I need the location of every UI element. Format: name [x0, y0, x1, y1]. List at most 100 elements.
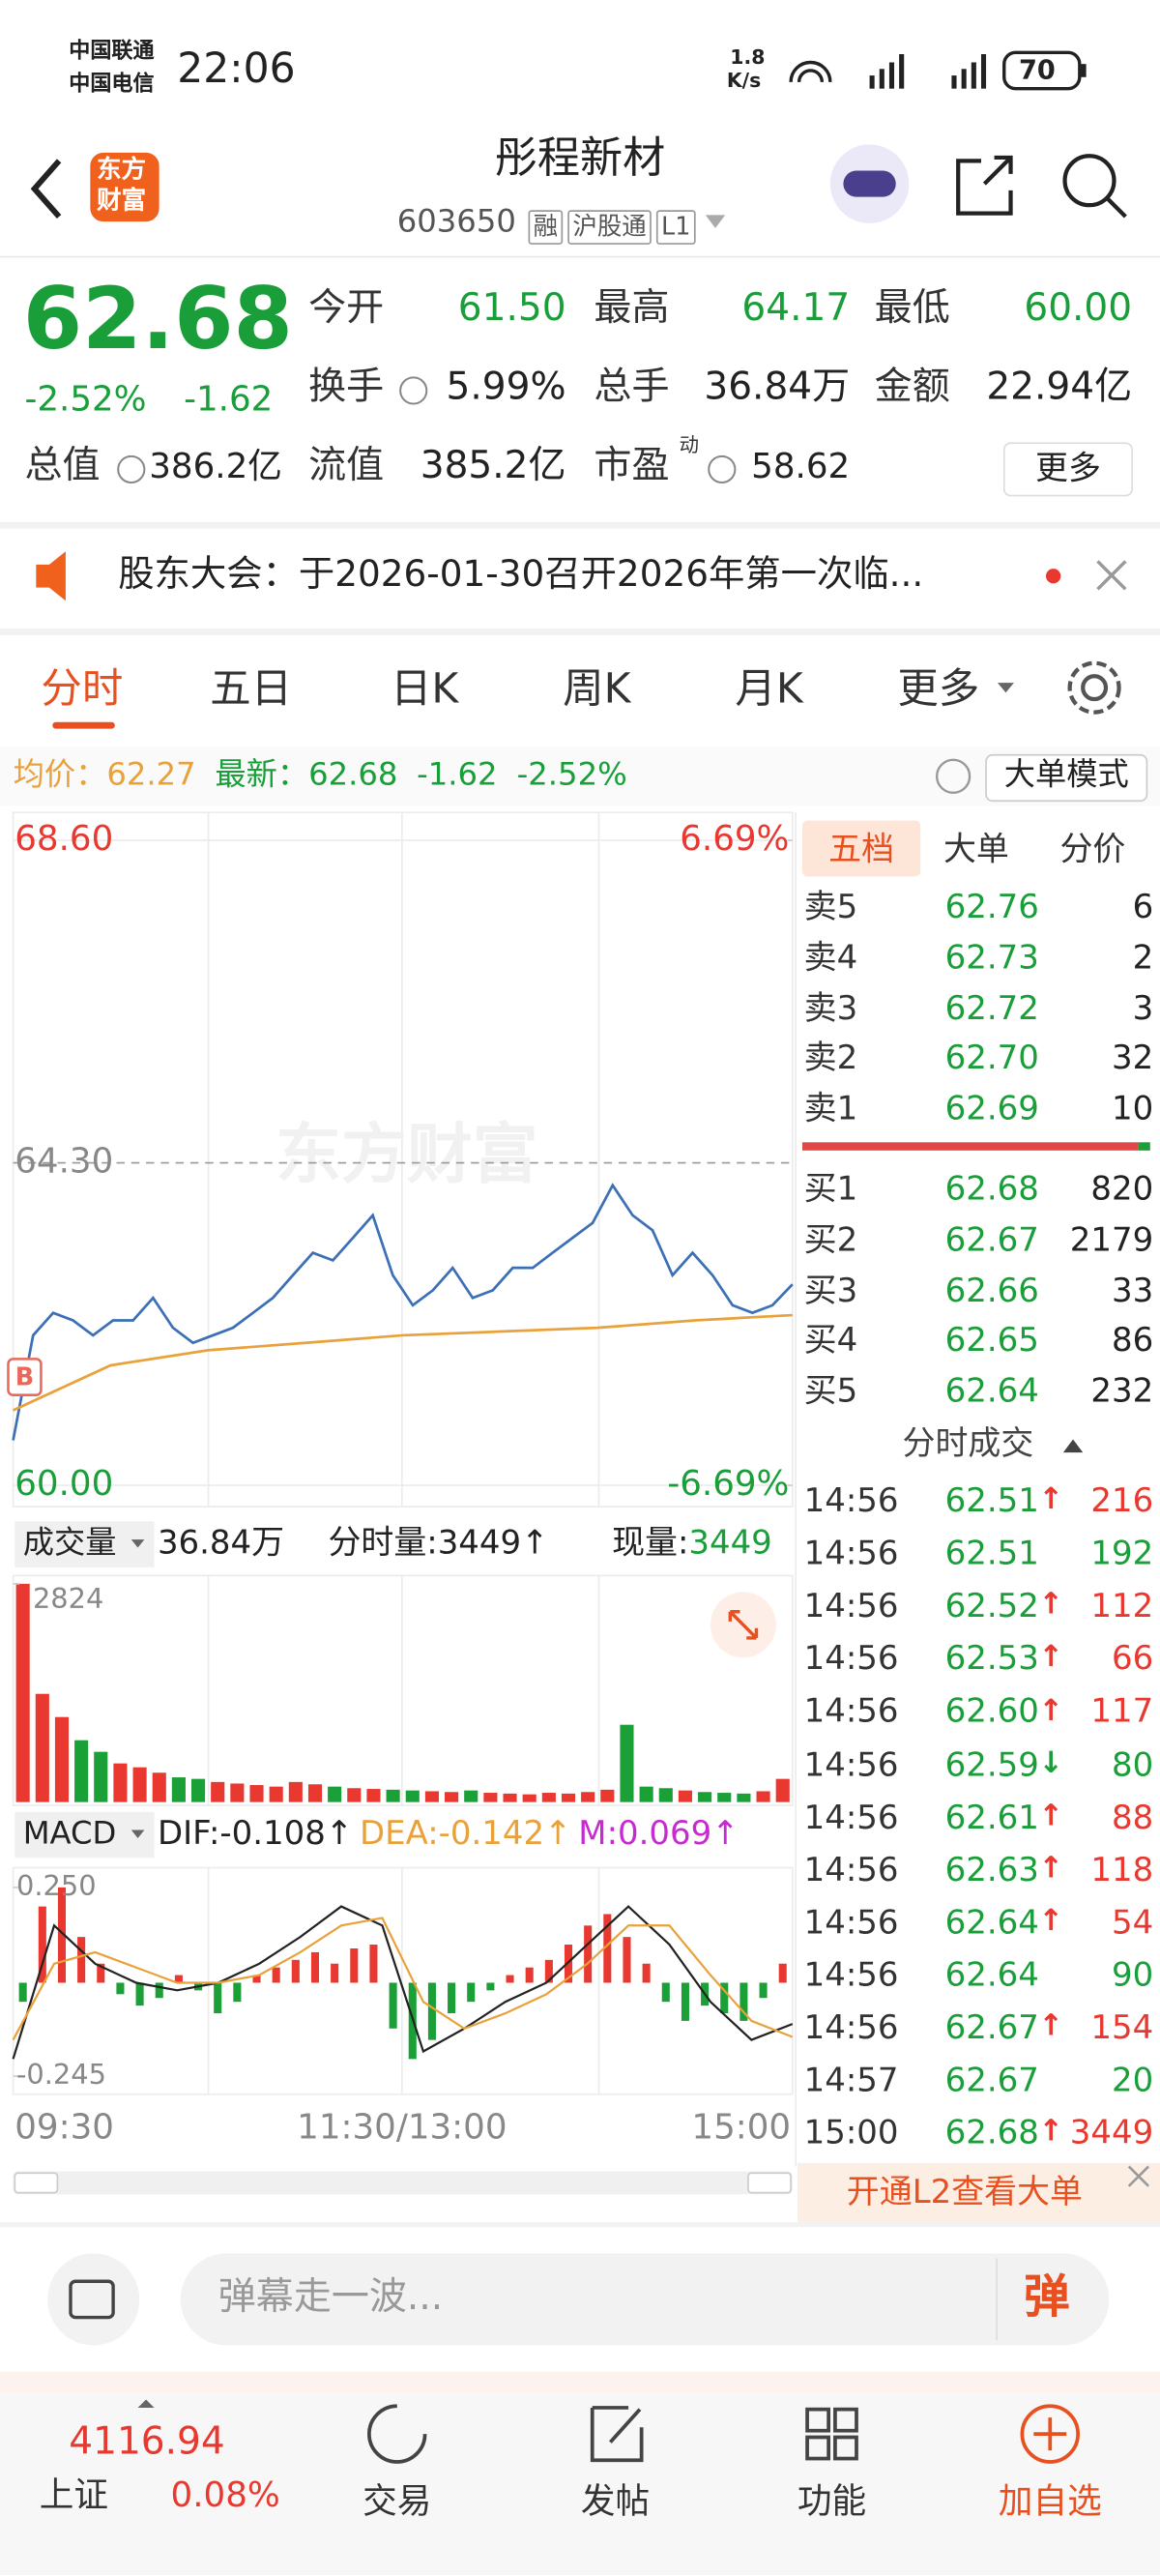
book-volume: 6	[1132, 886, 1154, 926]
trade-time: 14:57	[803, 2060, 899, 2100]
trade-price: 62.59	[944, 1743, 1039, 1784]
macd-bar	[97, 1963, 105, 1983]
volume-bar	[54, 1716, 70, 1802]
field-sup: 动	[679, 433, 700, 457]
macd-bar	[661, 1982, 670, 2003]
tab[interactable]: 日K	[390, 664, 459, 714]
trade-price: 62.60	[944, 1690, 1039, 1731]
field-label: 最高	[594, 287, 670, 331]
panel-tab[interactable]: 大单	[942, 829, 1009, 868]
tab[interactable]: 分时	[41, 664, 124, 714]
volume-total: 36.84万	[158, 1524, 284, 1563]
app-logo	[90, 152, 160, 222]
scroll-handle[interactable]	[14, 2172, 59, 2194]
volume-bar	[464, 1790, 478, 1802]
scrollbar[interactable]	[13, 2171, 793, 2195]
tab[interactable]: 周K	[563, 664, 631, 714]
close-icon[interactable]	[1096, 560, 1127, 591]
volume-bar	[717, 1793, 732, 1802]
panel-tab[interactable]: 五档	[828, 829, 895, 868]
nav-item[interactable]: 交易	[362, 2481, 432, 2522]
book-volume: 86	[1112, 1320, 1154, 1361]
tab[interactable]: 五日	[210, 664, 293, 714]
volume-bar	[249, 1785, 264, 1802]
promo-banner[interactable]	[797, 2163, 1160, 2223]
macd-bar	[369, 1945, 378, 1983]
book-price: 62.65	[944, 1320, 1039, 1361]
band	[0, 629, 1160, 635]
back-button[interactable]	[30, 159, 62, 220]
book-price: 62.76	[944, 886, 1039, 926]
comment-icon[interactable]	[47, 2253, 140, 2346]
mode-button[interactable]	[985, 753, 1148, 803]
close-icon[interactable]	[1127, 2165, 1150, 2187]
volume-bar	[678, 1790, 692, 1802]
nav-item[interactable]: 发帖	[580, 2481, 651, 2522]
danmaku-button[interactable]: 弹	[1024, 2269, 1070, 2324]
volume-bar	[775, 1778, 790, 1802]
more-button[interactable]	[1002, 442, 1133, 497]
book-price: 62.73	[944, 936, 1039, 977]
volume-bar	[561, 1793, 576, 1802]
settings-icon[interactable]	[1067, 660, 1121, 715]
scroll-handle[interactable]	[747, 2172, 792, 2194]
trade-volume: 154	[1090, 2006, 1154, 2047]
tab[interactable]: 月K	[735, 664, 803, 714]
panel-tab[interactable]: 分价	[1059, 829, 1126, 868]
band	[0, 2222, 1160, 2228]
book-ratio	[1138, 1142, 1150, 1151]
volume-bar	[15, 1583, 30, 1802]
help-icon[interactable]	[935, 758, 972, 794]
book-price: 62.66	[944, 1270, 1039, 1309]
book-label: 卖2	[803, 1038, 858, 1078]
trade-arrow: ↑	[1038, 1798, 1064, 1833]
price-line	[12, 1183, 794, 1441]
promo[interactable]: 开通L2查看大单	[846, 2171, 1084, 2211]
nav-item[interactable]: 功能	[797, 2481, 867, 2522]
trade-time: 14:56	[803, 1743, 899, 1784]
trade-volume: 90	[1112, 1954, 1154, 1995]
indicator-selector[interactable]	[14, 1811, 155, 1859]
trade-volume: 54	[1112, 1901, 1154, 1942]
macd-bar	[38, 1906, 46, 1983]
carrier: 中国电信	[69, 72, 155, 97]
net-speed: 1.8	[730, 46, 766, 70]
volume-bar	[581, 1792, 595, 1802]
trade-volume: 192	[1090, 1533, 1154, 1573]
volume-bar	[698, 1792, 712, 1802]
indicator-title: MACD	[23, 1815, 117, 1852]
volume-bar	[503, 1793, 517, 1802]
battery: 70	[1019, 54, 1056, 86]
notice: 股东大会：于2026-01-30召开2026年第一次临...	[118, 554, 924, 596]
tab[interactable]: 更多	[897, 664, 980, 714]
trade-arrow: ↓	[1038, 1745, 1064, 1780]
legend-entry: DEA:-0.142↑	[360, 1814, 571, 1853]
trade-arrow: ↑	[1038, 2008, 1064, 2044]
more-label[interactable]: 更多	[1034, 448, 1101, 488]
mode-label[interactable]: 大单模式	[1003, 756, 1129, 793]
field-label: 流值	[308, 445, 385, 488]
macd-bar	[759, 1982, 768, 1999]
volume-selector[interactable]	[14, 1521, 155, 1567]
book-volume: 32	[1112, 1038, 1154, 1078]
macd-bar	[778, 1963, 787, 1983]
trade-arrow: ↑	[1038, 1640, 1064, 1675]
trade-time: 14:56	[803, 1479, 899, 1520]
buy-marker-label: B	[15, 1363, 34, 1392]
comment-placeholder[interactable]: 弹幕走一波...	[218, 2276, 444, 2320]
x-tick-label: 09:30	[14, 2107, 114, 2147]
share-icon[interactable]	[956, 155, 1013, 216]
nav-item[interactable]: 加自选	[998, 2481, 1102, 2522]
add-icon	[1020, 2404, 1080, 2464]
field-label: 总值	[24, 445, 101, 488]
comment-input[interactable]	[180, 2253, 1110, 2346]
info-bar	[0, 746, 1160, 806]
search-icon[interactable]	[1062, 154, 1127, 219]
book-volume: 2179	[1069, 1218, 1154, 1259]
macd-bar	[525, 1967, 534, 1983]
trade-price: 62.52	[944, 1585, 1039, 1625]
volume-bar	[386, 1789, 400, 1802]
unread-dot	[1046, 569, 1061, 584]
